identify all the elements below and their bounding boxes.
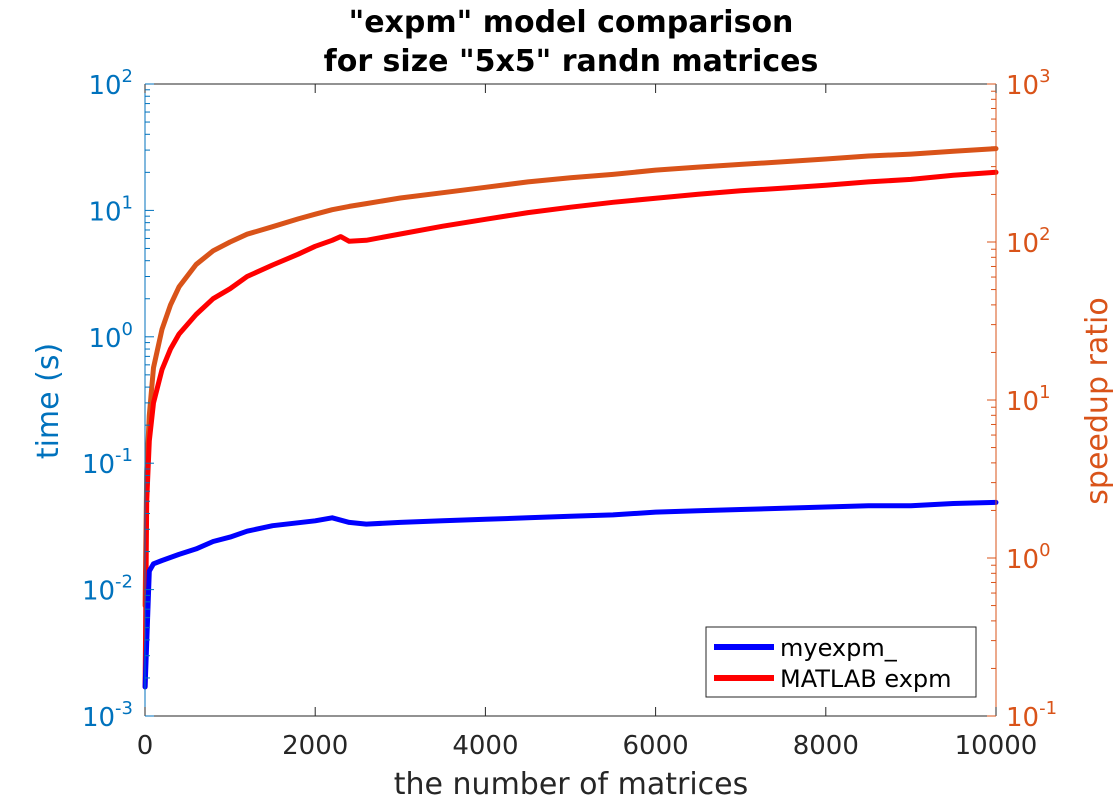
chart-title-line-2: for size "5x5" randn matrices <box>324 44 819 79</box>
x-tick-label: 10000 <box>955 731 1038 761</box>
x-tick-label: 2000 <box>282 731 348 761</box>
series-myexpm-line <box>142 499 999 690</box>
y-right-tick-label: 102 <box>1006 224 1051 259</box>
y-right-tick-label: 103 <box>1006 66 1051 101</box>
x-axis-label: the number of matrices <box>394 767 748 802</box>
y-left-tick-label: 10-3 <box>82 698 133 733</box>
series-speedup-line <box>142 146 999 609</box>
ticks-layer: 0 2000 4000 6000 8000 10000 10-3 10-2 10-1 100 101… <box>82 66 1057 761</box>
y-left-tick-label: 10-1 <box>82 445 133 480</box>
x-tick-label: 4000 <box>452 731 518 761</box>
y-right-tick-label: 101 <box>1006 382 1051 417</box>
legend: myexpm_ MATLAB expm <box>705 626 977 698</box>
chart-title-line-1: "expm" model comparison <box>349 5 794 40</box>
legend-label-myexpm: myexpm_ <box>780 634 898 662</box>
legend-box <box>705 626 977 698</box>
y-left-tick-label: 10-2 <box>82 572 133 607</box>
series-layer <box>142 146 999 690</box>
y-left-tick-label: 101 <box>88 192 133 227</box>
y-left-tick-label: 100 <box>88 319 133 354</box>
y-left-tick-label: 102 <box>88 66 133 101</box>
legend-label-matlab: MATLAB expm <box>780 665 952 693</box>
y-right-tick-label: 10-1 <box>1006 698 1057 733</box>
x-tick-label: 8000 <box>793 731 859 761</box>
y-right-tick-label: 100 <box>1006 540 1051 575</box>
y-left-axis-label: time (s) <box>31 343 66 459</box>
series-matlab-expm-line <box>142 169 999 690</box>
x-tick-label: 0 <box>137 731 154 761</box>
x-tick-label: 6000 <box>623 731 689 761</box>
y-right-axis-label: speedup ratio <box>1080 297 1113 504</box>
